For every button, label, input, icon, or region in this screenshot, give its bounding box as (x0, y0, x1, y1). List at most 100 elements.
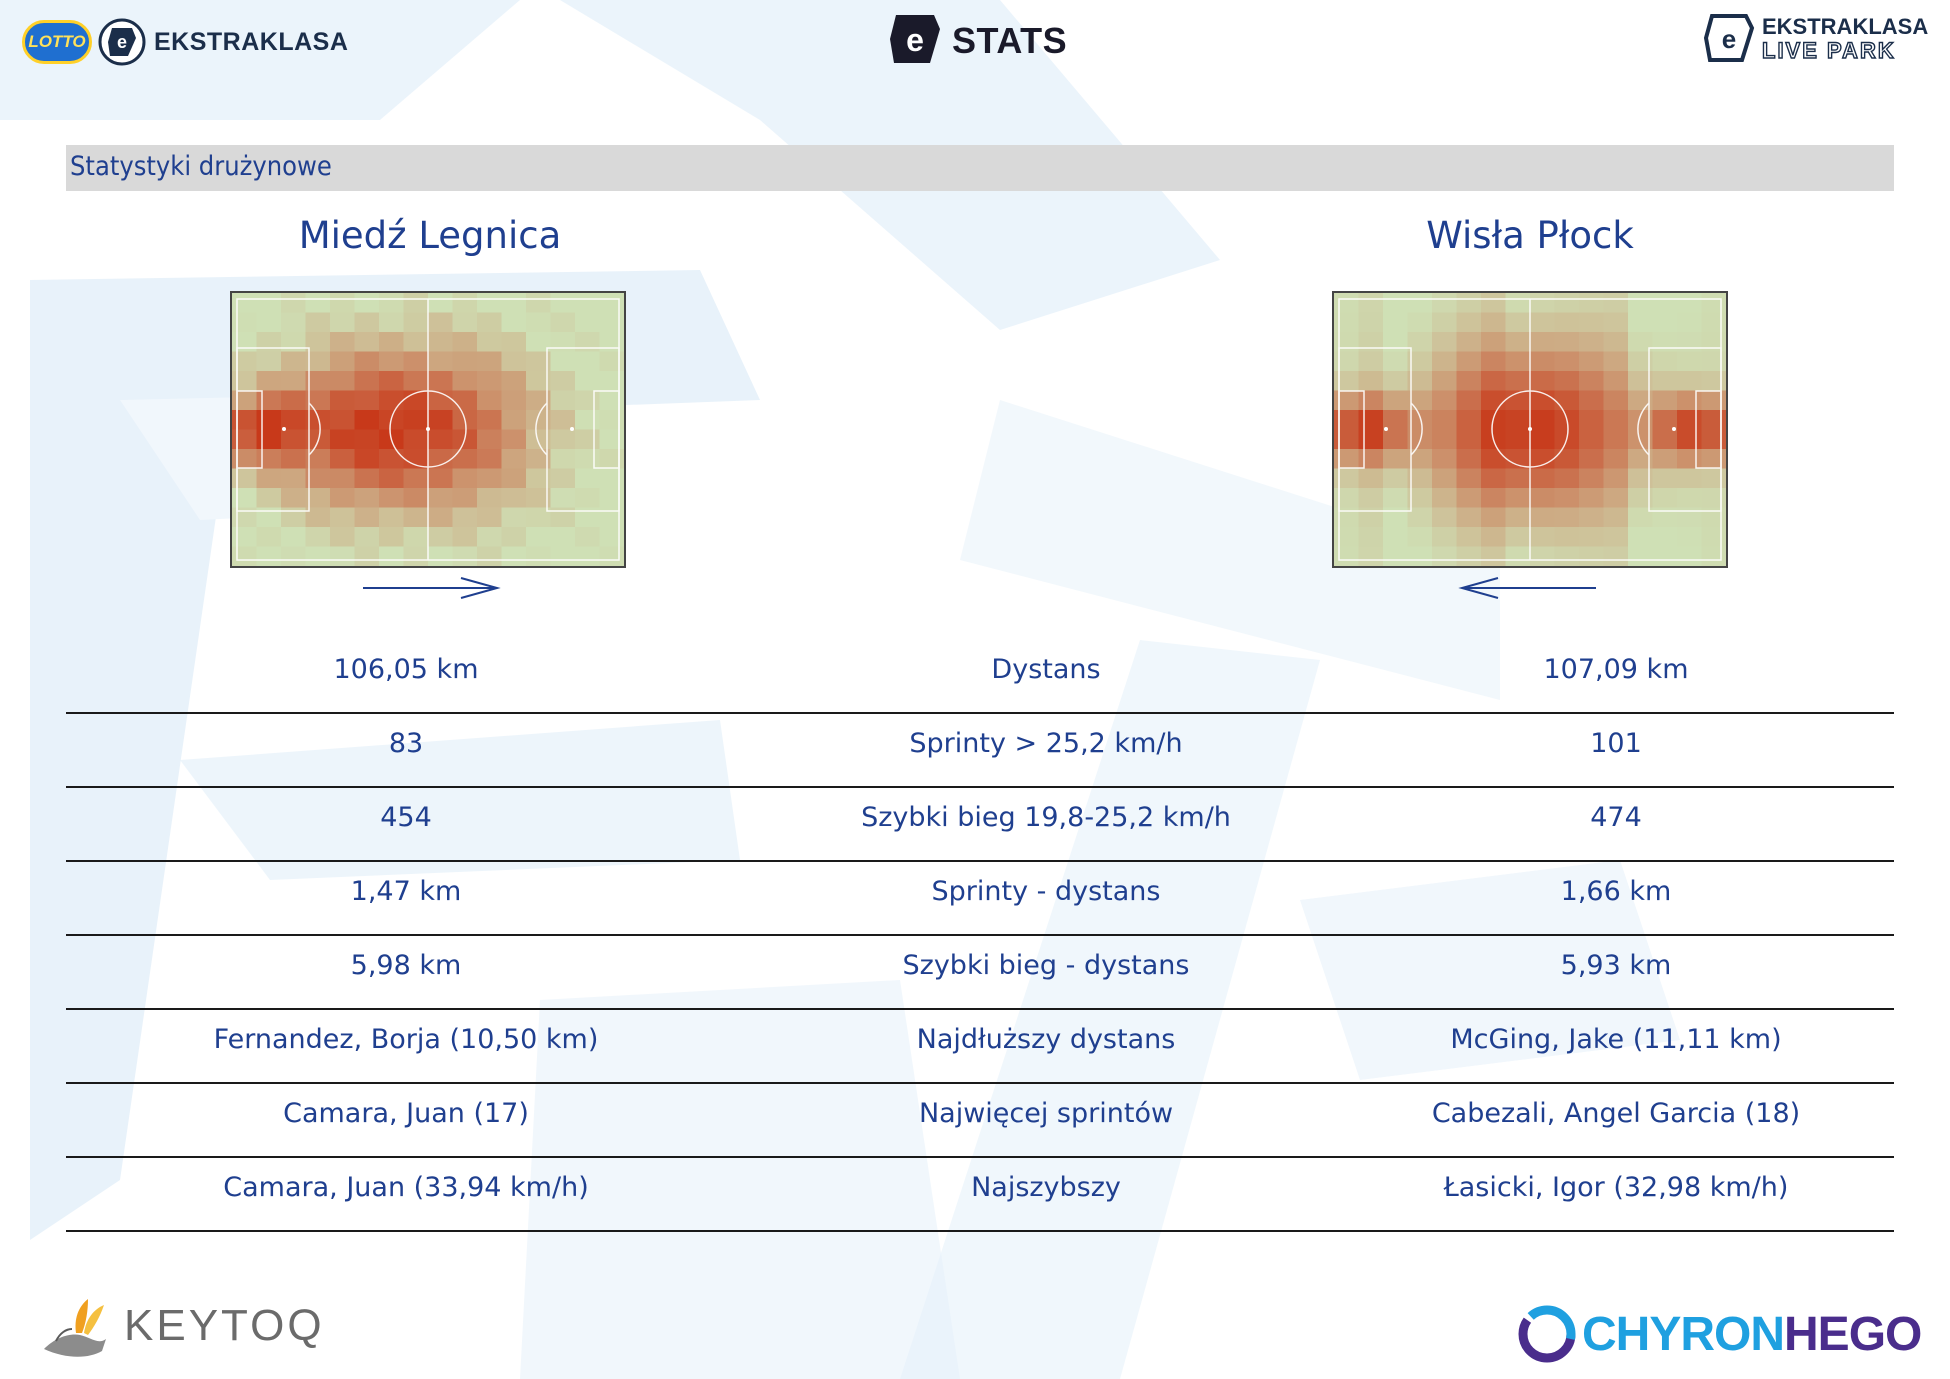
heat-cell (599, 468, 624, 489)
heat-cell (501, 410, 527, 431)
keytoq-wordmark: KEYTOQ (124, 1301, 325, 1350)
heat-cell (477, 390, 503, 411)
heat-cell (379, 390, 405, 411)
heat-cell (354, 371, 380, 392)
heat-cell (1358, 351, 1384, 372)
heat-cell (1432, 429, 1458, 450)
svg-text:e: e (906, 22, 924, 58)
heat-cell (501, 332, 527, 353)
heat-cell (256, 332, 282, 353)
heat-cell (477, 332, 503, 353)
heat-cell (1432, 468, 1458, 489)
heat-cell (379, 468, 405, 489)
heat-cell (1358, 507, 1384, 528)
heat-cell (305, 488, 331, 509)
chyronhego-part1: CHYRON (1582, 1307, 1785, 1361)
heat-cell (1456, 546, 1482, 566)
ekstraklasa-e-icon: e (890, 15, 940, 63)
heat-cell (379, 293, 405, 314)
heat-cell (1652, 332, 1678, 353)
heat-cell (550, 449, 576, 470)
heat-cell (575, 449, 601, 470)
heat-cell (1603, 410, 1629, 431)
heat-cell (1505, 371, 1531, 392)
heat-cell (575, 429, 601, 450)
heat-cell (403, 449, 429, 470)
heat-cell (305, 527, 331, 548)
heat-cell (428, 527, 454, 548)
heat-cell (1383, 488, 1409, 509)
heat-cell (1579, 468, 1605, 489)
heat-cell (1603, 488, 1629, 509)
heat-cell (1652, 293, 1678, 314)
section-header-bar: Statystyki drużynowe (66, 145, 1894, 191)
heat-cell (599, 293, 624, 314)
heat-cell (1603, 293, 1629, 314)
heat-cell (550, 527, 576, 548)
heat-cell (1432, 293, 1458, 314)
heat-cell (1505, 429, 1531, 450)
heat-cell (403, 351, 429, 372)
arrow-right-icon (363, 577, 501, 599)
heat-cell (1628, 507, 1654, 528)
heat-cell (354, 312, 380, 333)
heat-cell (501, 293, 527, 314)
heat-cell (1628, 332, 1654, 353)
heat-cell (1432, 546, 1458, 566)
heat-cell (1603, 429, 1629, 450)
home-value: 454 (380, 802, 432, 833)
heat-cell (1677, 488, 1703, 509)
heat-cell (1530, 527, 1556, 548)
heat-cell (1701, 312, 1726, 333)
heat-cell (354, 468, 380, 489)
heat-cell (1677, 449, 1703, 470)
heat-cell (1456, 488, 1482, 509)
heat-cell (1407, 527, 1433, 548)
heat-cell (477, 449, 503, 470)
heat-cell (281, 312, 307, 333)
heat-cell (428, 449, 454, 470)
heat-cell (575, 312, 601, 333)
heat-cell (256, 410, 282, 431)
heat-cell (1652, 546, 1678, 566)
heat-cell (256, 312, 282, 333)
chyronhego-swirl-icon (1518, 1305, 1576, 1363)
heat-cell (1383, 293, 1409, 314)
heat-cell (1677, 332, 1703, 353)
heat-cell (575, 351, 601, 372)
heat-cell (1554, 293, 1580, 314)
heat-cell (330, 429, 356, 450)
chyronhego-wordmark: CHYRONHEGO (1582, 1307, 1922, 1362)
heat-cell (1677, 429, 1703, 450)
heat-cell (1579, 293, 1605, 314)
heat-cell (526, 293, 552, 314)
heat-cell (526, 312, 552, 333)
heat-cell (1334, 371, 1360, 392)
heat-cell (281, 371, 307, 392)
heat-cell (452, 527, 478, 548)
heat-cell (1554, 468, 1580, 489)
heat-cell (1456, 312, 1482, 333)
heat-cell (1334, 468, 1360, 489)
heat-cell (452, 507, 478, 528)
heat-cell (1603, 332, 1629, 353)
heat-cell (1358, 488, 1384, 509)
heat-cell (256, 390, 282, 411)
home-team-name: Miedź Legnica (298, 214, 562, 257)
heat-cell (1334, 410, 1360, 431)
heat-cell (1407, 546, 1433, 566)
lotto-ekstraklasa-logo: LOTTO e EKSTRAKLASA (22, 14, 352, 70)
heat-cell (305, 332, 331, 353)
heat-cell (1701, 429, 1726, 450)
heat-cell (305, 410, 331, 431)
heat-cell (1579, 429, 1605, 450)
heat-cell (501, 312, 527, 333)
heat-cell (403, 507, 429, 528)
heat-cell (1432, 527, 1458, 548)
heat-cell (305, 351, 331, 372)
heat-cell (1383, 410, 1409, 431)
heat-cell (256, 293, 282, 314)
heat-cell (281, 351, 307, 372)
heat-cell (305, 293, 331, 314)
heat-cell (1579, 449, 1605, 470)
